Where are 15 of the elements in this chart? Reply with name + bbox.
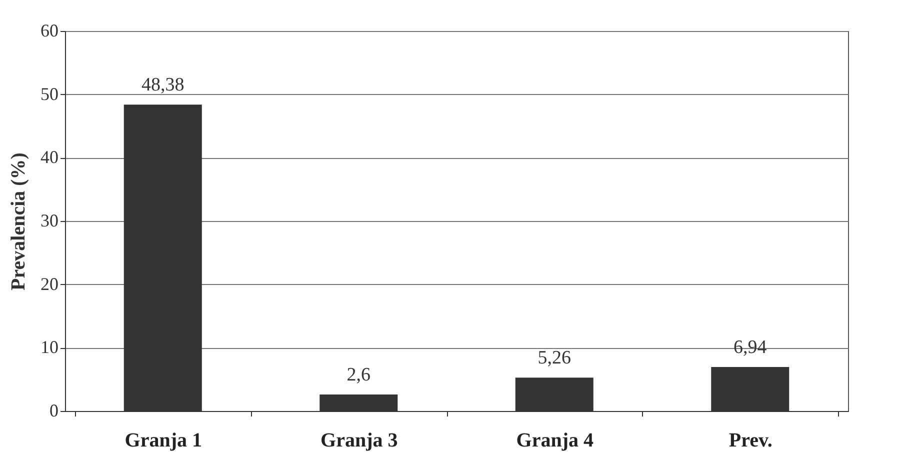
y-tick-label: 0	[50, 400, 58, 420]
y-axis-title: Prevalencia (%)	[8, 152, 30, 290]
x-tick-label: Prev.	[728, 430, 772, 452]
data-label: 5,26	[538, 348, 571, 369]
y-tick-label: 50	[40, 84, 58, 104]
x-tick-label: Granja 1	[124, 430, 202, 452]
y-tick-label: 10	[40, 337, 58, 358]
data-label: 48,38	[142, 74, 184, 96]
y-tick-label: 60	[40, 20, 58, 40]
y-tick-label: 20	[40, 274, 58, 294]
y-tick-label: 40	[40, 147, 58, 168]
x-tick-label: Granja 4	[516, 430, 594, 452]
data-label: 2,6	[346, 364, 370, 386]
y-tick-label: 30	[40, 210, 58, 230]
x-tick-label: Granja 3	[320, 430, 398, 452]
